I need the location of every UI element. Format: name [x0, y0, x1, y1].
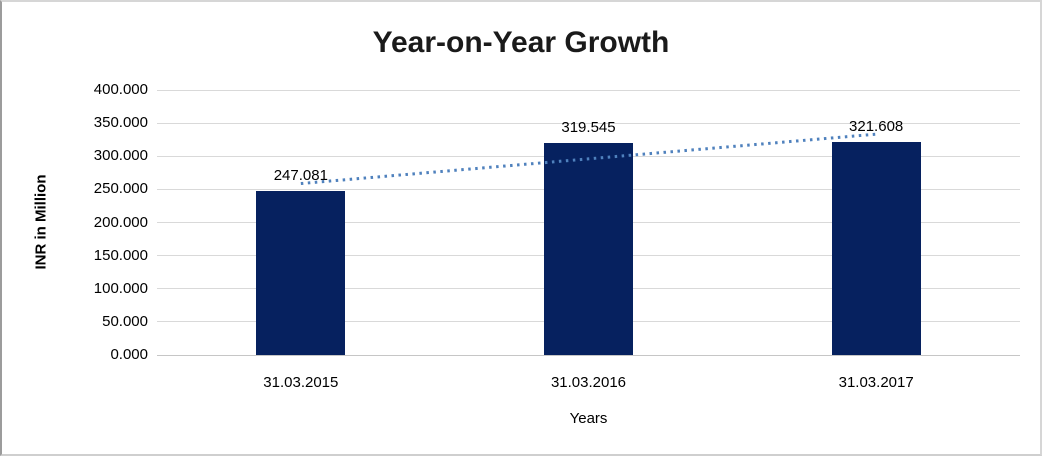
- y-axis-tick-label: 300.000: [93, 147, 148, 165]
- x-axis-category-label: 31.03.2017: [838, 374, 914, 391]
- bar-value-label: 247.081: [273, 167, 328, 185]
- y-axis-tick-label: 100.000: [93, 279, 148, 297]
- y-axis-tick-label: 250.000: [93, 180, 148, 198]
- plot-area: 247.081 319.545 321.608: [157, 89, 1020, 356]
- axis-baseline: [157, 354, 1020, 356]
- bar-31.03.2017: [831, 141, 921, 355]
- y-axis-tick-label: 150.000: [93, 246, 148, 264]
- y-axis-tick-label: 400.000: [93, 81, 148, 98]
- bar-value-label: 319.545: [561, 119, 616, 137]
- chart-title: Year-on-Year Growth: [372, 26, 670, 59]
- y-axis-tick-label: 200.000: [93, 213, 148, 231]
- y-axis-tick-label: 50.000: [102, 312, 148, 330]
- gridline: [157, 89, 1020, 91]
- bar-31.03.2015: [256, 191, 346, 355]
- gridline: [157, 122, 1020, 124]
- x-axis-title: Years: [569, 410, 608, 427]
- y-axis-tick-label: 350.000: [93, 114, 148, 132]
- bar-value-label: 321.608: [849, 117, 904, 135]
- x-axis-category-label: 31.03.2016: [550, 374, 627, 391]
- x-axis-category-label: 31.03.2015: [263, 374, 339, 391]
- y-axis-tick-label: 0.000: [110, 346, 148, 363]
- bar-31.03.2016: [544, 143, 633, 355]
